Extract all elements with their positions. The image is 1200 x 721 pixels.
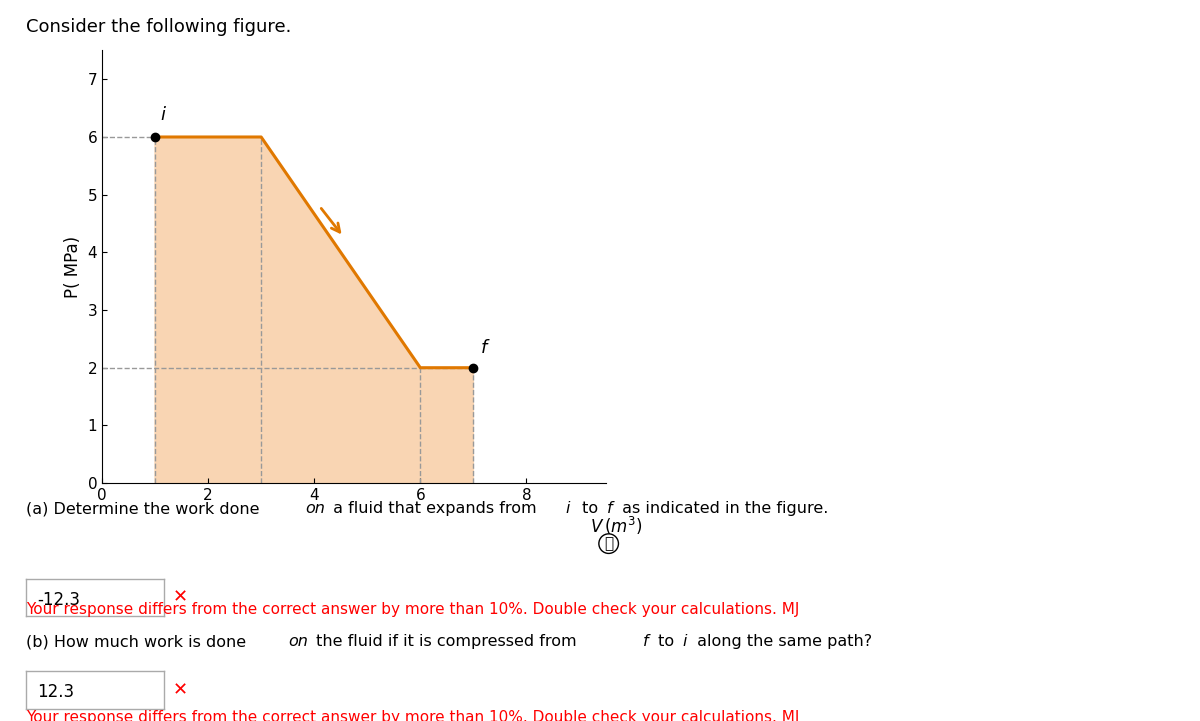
Text: to: to xyxy=(577,501,604,516)
Text: i: i xyxy=(683,634,688,650)
Text: on: on xyxy=(288,634,308,650)
Text: $V\,(m^3)$: $V\,(m^3)$ xyxy=(590,515,643,537)
Text: $i$: $i$ xyxy=(161,106,167,124)
Y-axis label: P( MPa): P( MPa) xyxy=(64,236,82,298)
Polygon shape xyxy=(155,137,473,483)
Text: 12.3: 12.3 xyxy=(37,683,74,701)
Text: to: to xyxy=(653,634,679,650)
Text: f: f xyxy=(643,634,649,650)
Text: Consider the following figure.: Consider the following figure. xyxy=(26,18,292,36)
Text: a fluid that expands from: a fluid that expands from xyxy=(328,501,541,516)
Text: (b) How much work is done: (b) How much work is done xyxy=(26,634,252,650)
Text: f: f xyxy=(607,501,613,516)
Text: ⓘ: ⓘ xyxy=(604,536,613,551)
Text: i: i xyxy=(565,501,570,516)
Text: the fluid if it is compressed from: the fluid if it is compressed from xyxy=(311,634,582,650)
Text: $f$: $f$ xyxy=(480,340,491,358)
Text: Your response differs from the correct answer by more than 10%. Double check you: Your response differs from the correct a… xyxy=(26,602,799,617)
Text: ✕: ✕ xyxy=(173,589,188,606)
Text: along the same path?: along the same path? xyxy=(692,634,872,650)
Text: -12.3: -12.3 xyxy=(37,590,80,609)
Text: ✕: ✕ xyxy=(173,681,188,699)
Text: as indicated in the figure.: as indicated in the figure. xyxy=(617,501,828,516)
Text: (a) Determine the work done: (a) Determine the work done xyxy=(26,501,265,516)
Text: on: on xyxy=(305,501,325,516)
Text: Your response differs from the correct answer by more than 10%. Double check you: Your response differs from the correct a… xyxy=(26,710,799,721)
